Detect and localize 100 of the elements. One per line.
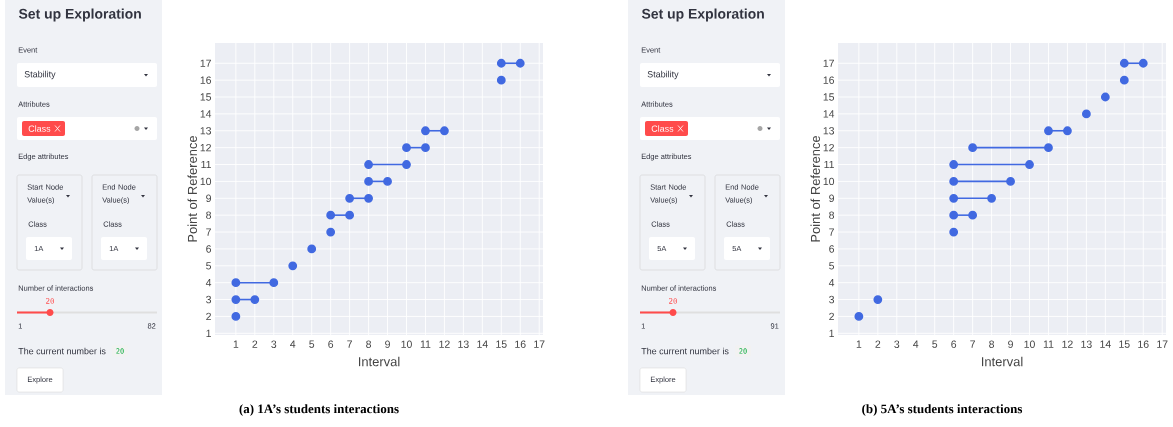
point (231, 295, 241, 304)
y-axis-title: Point of Reference (810, 135, 821, 242)
y-tick-label: 10 (823, 177, 835, 186)
point (345, 210, 355, 220)
x-tick-label: 10 (1024, 340, 1035, 348)
x-tick-label: 7 (347, 340, 352, 348)
point (949, 210, 959, 220)
y-tick-label: 9 (206, 194, 211, 202)
text: Set up Exploration (18, 8, 141, 22)
text: The current number is (641, 347, 729, 355)
x-tick-label: 14 (1100, 340, 1111, 348)
x-tick-label: 1 (233, 340, 239, 348)
point (402, 143, 411, 153)
text: Class (651, 125, 674, 132)
x-tick-label: 5 (309, 340, 315, 348)
point (288, 261, 298, 271)
y-tick-label: 17 (823, 59, 834, 67)
y-tick-label: 6 (206, 245, 212, 253)
y-tick-label: 1 (206, 329, 211, 337)
x-tick-label: 7 (970, 340, 975, 348)
text: Set up Exploration (641, 8, 764, 22)
point (307, 244, 317, 254)
y-tick-label: 2 (206, 312, 211, 321)
x-tick-label: 6 (951, 340, 957, 348)
y-tick-label: 8 (206, 211, 212, 219)
x-tick-label: 15 (496, 340, 507, 348)
y-tick-label: 16 (200, 76, 212, 84)
point (1119, 75, 1129, 85)
y-tick-label: 15 (823, 93, 835, 101)
point (968, 210, 978, 220)
x-tick-label: 12 (1062, 340, 1073, 348)
point (402, 160, 411, 169)
x-axis-title: Interval (358, 356, 400, 367)
point (496, 75, 506, 85)
y-tick-label: 13 (823, 127, 835, 135)
x-tick-label: 8 (366, 340, 372, 348)
point (949, 193, 959, 203)
x-tick-label: 5 (932, 340, 938, 348)
x-tick-label: 3 (271, 340, 277, 348)
point (326, 227, 336, 237)
x-tick-label: 2 (875, 340, 881, 348)
x-tick-label: 8 (989, 340, 995, 348)
y-tick-label: 7 (206, 228, 211, 236)
point (1006, 177, 1015, 186)
y-tick-label: 14 (823, 110, 835, 118)
y-tick-label: 1 (829, 329, 834, 337)
point (1081, 109, 1091, 119)
y-tick-label: 7 (829, 228, 834, 236)
point (345, 193, 355, 203)
point (364, 193, 373, 203)
y-tick-label: 13 (200, 127, 212, 135)
point (250, 295, 260, 304)
point (326, 210, 336, 220)
y-tick-label: 4 (205, 279, 212, 287)
y-tick-label: 16 (823, 76, 835, 84)
y-tick-label: 15 (200, 93, 212, 101)
x-tick-label: 13 (458, 340, 469, 348)
point (987, 193, 996, 203)
x-tick-label: 6 (328, 340, 334, 348)
x-tick-label: 12 (439, 340, 450, 348)
x-tick-label: 9 (1008, 340, 1013, 348)
x-tick-label: 17 (534, 340, 545, 348)
y-tick-label: 5 (206, 262, 212, 270)
y-tick-label: 9 (829, 194, 834, 202)
point (364, 160, 373, 169)
x-tick-label: 4 (913, 340, 919, 348)
point (968, 143, 978, 153)
x-tick-label: 16 (515, 340, 526, 348)
x-tick-label: 14 (477, 340, 488, 348)
point (949, 160, 959, 169)
x-tick-label: 11 (1043, 340, 1054, 348)
y-tick-label: 3 (829, 295, 835, 304)
x-tick-label: 1 (856, 340, 862, 348)
point (231, 278, 241, 288)
y-tick-label: 3 (206, 295, 212, 304)
text: The current number is (18, 347, 106, 355)
x-tick-label: 3 (894, 340, 900, 348)
point (496, 58, 506, 68)
x-tick-label: 11 (420, 340, 431, 348)
y-tick-label: 2 (829, 312, 834, 321)
point (1119, 58, 1129, 68)
point (949, 177, 959, 186)
x-tick-label: 9 (385, 340, 390, 348)
point (1063, 126, 1072, 136)
point (854, 312, 864, 321)
y-tick-label: 5 (829, 262, 835, 270)
point (364, 177, 373, 186)
point (873, 295, 883, 304)
text: Class (28, 125, 51, 132)
y-tick-label: 14 (200, 110, 212, 118)
point (421, 126, 430, 136)
point (1025, 160, 1034, 169)
point (383, 177, 392, 186)
y-tick-label: 12 (200, 144, 211, 152)
x-tick-label: 13 (1081, 340, 1092, 348)
point (515, 58, 525, 68)
y-tick-label: 12 (823, 144, 834, 152)
point (269, 278, 279, 288)
y-tick-label: 11 (201, 160, 211, 169)
y-tick-label: 6 (829, 245, 835, 253)
